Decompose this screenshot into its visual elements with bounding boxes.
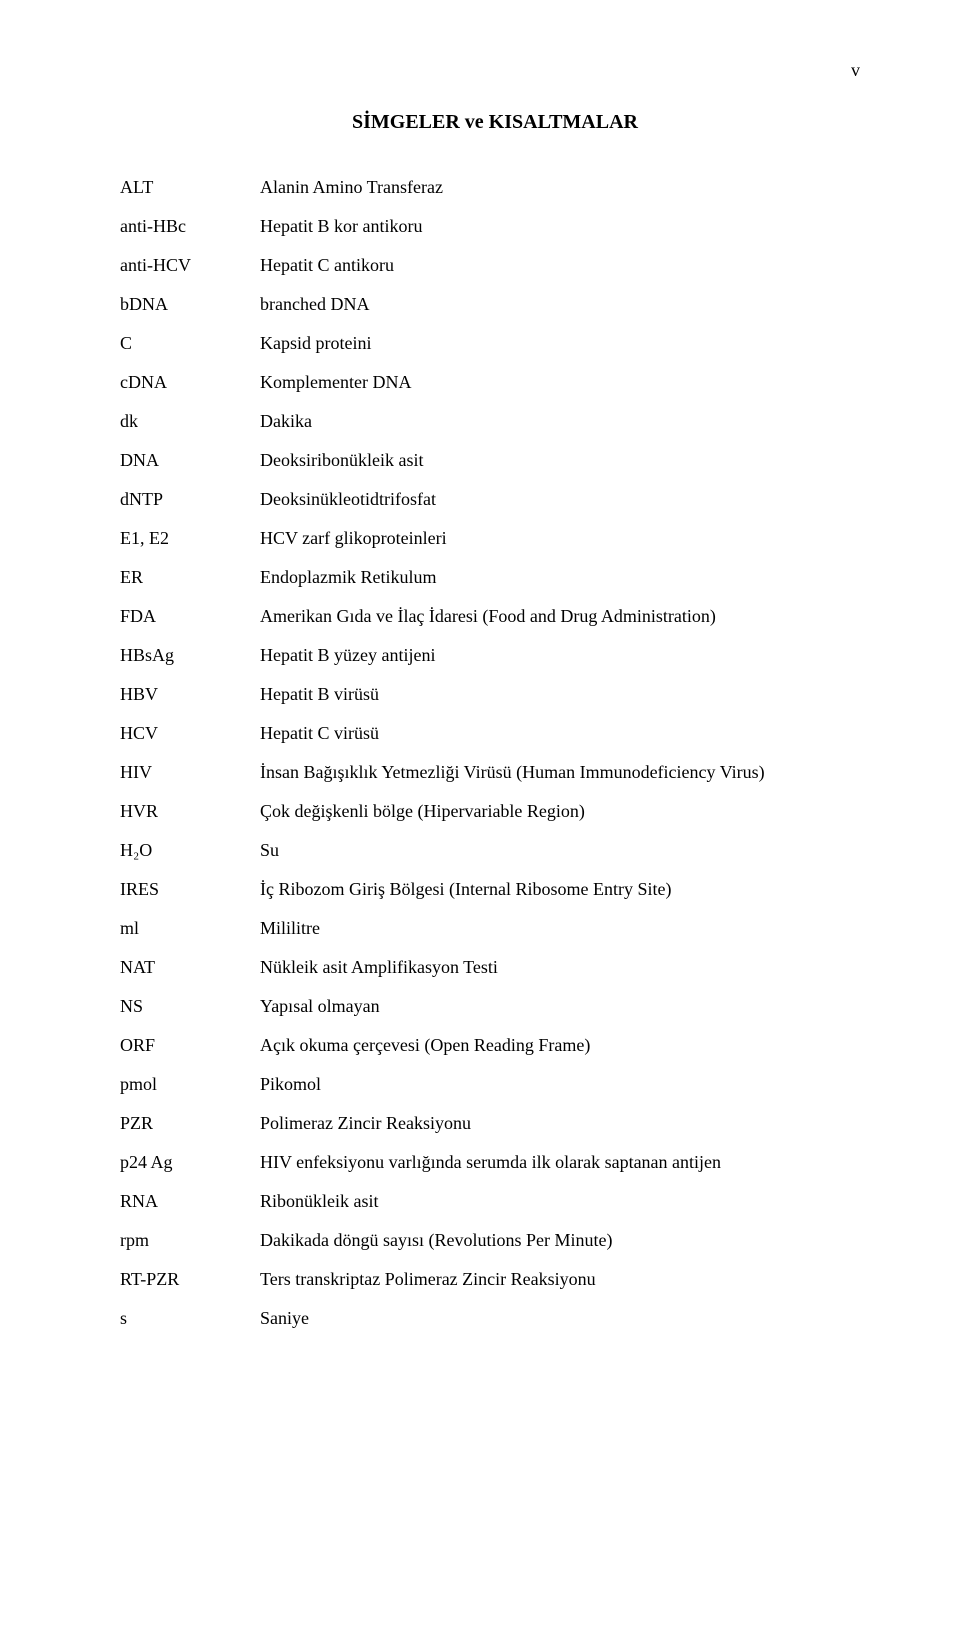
abbreviation-term: HCV — [120, 720, 260, 747]
abbreviation-term: bDNA — [120, 291, 260, 318]
abbreviation-term: HVR — [120, 798, 260, 825]
abbreviation-entry: anti-HBcHepatit B kor antikoru — [120, 213, 870, 240]
abbreviation-entry: DNADeoksiribonükleik asit — [120, 447, 870, 474]
abbreviation-entry: PZRPolimeraz Zincir Reaksiyonu — [120, 1110, 870, 1137]
abbreviation-description: Dakikada döngü sayısı (Revolutions Per M… — [260, 1227, 870, 1254]
abbreviation-description: Yapısal olmayan — [260, 993, 870, 1020]
abbreviation-description: Açık okuma çerçevesi (Open Reading Frame… — [260, 1032, 870, 1059]
abbreviation-description: Nükleik asit Amplifikasyon Testi — [260, 954, 870, 981]
abbreviation-entry: ORFAçık okuma çerçevesi (Open Reading Fr… — [120, 1032, 870, 1059]
abbreviation-entry: RT-PZRTers transkriptaz Polimeraz Zincir… — [120, 1266, 870, 1293]
abbreviation-description: Saniye — [260, 1305, 870, 1332]
abbreviation-term: anti-HCV — [120, 252, 260, 279]
abbreviation-description: Alanin Amino Transferaz — [260, 174, 870, 201]
page-title: SİMGELER ve KISALTMALAR — [120, 111, 870, 134]
abbreviation-term: anti-HBc — [120, 213, 260, 240]
abbreviation-entry: CKapsid proteini — [120, 330, 870, 357]
abbreviation-term: NAT — [120, 954, 260, 981]
abbreviation-list: ALTAlanin Amino Transferazanti-HBcHepati… — [120, 174, 870, 1332]
abbreviation-description: HIV enfeksiyonu varlığında serumda ilk o… — [260, 1149, 870, 1176]
abbreviation-entry: NSYapısal olmayan — [120, 993, 870, 1020]
abbreviation-description: Deoksinükleotidtrifosfat — [260, 486, 870, 513]
abbreviation-term: FDA — [120, 603, 260, 630]
abbreviation-entry: FDAAmerikan Gıda ve İlaç İdaresi (Food a… — [120, 603, 870, 630]
abbreviation-entry: mlMililitre — [120, 915, 870, 942]
abbreviation-term: RNA — [120, 1188, 260, 1215]
abbreviation-term: ml — [120, 915, 260, 942]
abbreviation-term: ER — [120, 564, 260, 591]
abbreviation-description: HCV zarf glikoproteinleri — [260, 525, 870, 552]
abbreviation-description: Hepatit B virüsü — [260, 681, 870, 708]
abbreviation-term: DNA — [120, 447, 260, 474]
abbreviation-term: C — [120, 330, 260, 357]
abbreviation-term: ORF — [120, 1032, 260, 1059]
abbreviation-description: Deoksiribonükleik asit — [260, 447, 870, 474]
abbreviation-term: pmol — [120, 1071, 260, 1098]
document-page: v SİMGELER ve KISALTMALAR ALTAlanin Amin… — [0, 0, 960, 1404]
abbreviation-entry: HIVİnsan Bağışıklık Yetmezliği Virüsü (H… — [120, 759, 870, 786]
abbreviation-description: Polimeraz Zincir Reaksiyonu — [260, 1110, 870, 1137]
abbreviation-term: E1, E2 — [120, 525, 260, 552]
abbreviation-description: Endoplazmik Retikulum — [260, 564, 870, 591]
abbreviation-entry: sSaniye — [120, 1305, 870, 1332]
abbreviation-entry: IRESİç Ribozom Giriş Bölgesi (Internal R… — [120, 876, 870, 903]
abbreviation-term: IRES — [120, 876, 260, 903]
abbreviation-entry: cDNAKomplementer DNA — [120, 369, 870, 396]
abbreviation-term: RT-PZR — [120, 1266, 260, 1293]
abbreviation-description: Hepatit C virüsü — [260, 720, 870, 747]
abbreviation-term: dk — [120, 408, 260, 435]
abbreviation-entry: HBVHepatit B virüsü — [120, 681, 870, 708]
abbreviation-description: İç Ribozom Giriş Bölgesi (Internal Ribos… — [260, 876, 870, 903]
page-number: v — [120, 60, 870, 81]
abbreviation-term: NS — [120, 993, 260, 1020]
abbreviation-description: Hepatit C antikoru — [260, 252, 870, 279]
abbreviation-entry: NATNükleik asit Amplifikasyon Testi — [120, 954, 870, 981]
abbreviation-description: İnsan Bağışıklık Yetmezliği Virüsü (Huma… — [260, 759, 870, 786]
abbreviation-term: HBsAg — [120, 642, 260, 669]
abbreviation-description: Dakika — [260, 408, 870, 435]
abbreviation-description: Hepatit B yüzey antijeni — [260, 642, 870, 669]
abbreviation-entry: dkDakika — [120, 408, 870, 435]
abbreviation-description: Su — [260, 837, 870, 864]
abbreviation-entry: HVRÇok değişkenli bölge (Hipervariable R… — [120, 798, 870, 825]
abbreviation-description: Pikomol — [260, 1071, 870, 1098]
abbreviation-term: cDNA — [120, 369, 260, 396]
abbreviation-description: branched DNA — [260, 291, 870, 318]
abbreviation-entry: anti-HCVHepatit C antikoru — [120, 252, 870, 279]
abbreviation-term: p24 Ag — [120, 1149, 260, 1176]
abbreviation-entry: HCVHepatit C virüsü — [120, 720, 870, 747]
abbreviation-description: Komplementer DNA — [260, 369, 870, 396]
abbreviation-term: HBV — [120, 681, 260, 708]
abbreviation-entry: ALTAlanin Amino Transferaz — [120, 174, 870, 201]
abbreviation-description: Mililitre — [260, 915, 870, 942]
abbreviation-entry: bDNAbranched DNA — [120, 291, 870, 318]
abbreviation-term: dNTP — [120, 486, 260, 513]
abbreviation-term: ALT — [120, 174, 260, 201]
abbreviation-entry: E1, E2HCV zarf glikoproteinleri — [120, 525, 870, 552]
abbreviation-term: H₂O — [120, 837, 260, 864]
abbreviation-term: PZR — [120, 1110, 260, 1137]
abbreviation-description: Ribonükleik asit — [260, 1188, 870, 1215]
abbreviation-description: Ters transkriptaz Polimeraz Zincir Reaks… — [260, 1266, 870, 1293]
abbreviation-entry: dNTPDeoksinükleotidtrifosfat — [120, 486, 870, 513]
abbreviation-term: s — [120, 1305, 260, 1332]
abbreviation-entry: H₂OSu — [120, 837, 870, 864]
abbreviation-entry: RNARibonükleik asit — [120, 1188, 870, 1215]
abbreviation-entry: HBsAgHepatit B yüzey antijeni — [120, 642, 870, 669]
abbreviation-description: Amerikan Gıda ve İlaç İdaresi (Food and … — [260, 603, 870, 630]
abbreviation-term: HIV — [120, 759, 260, 786]
abbreviation-description: Çok değişkenli bölge (Hipervariable Regi… — [260, 798, 870, 825]
abbreviation-entry: p24 AgHIV enfeksiyonu varlığında serumda… — [120, 1149, 870, 1176]
abbreviation-term: rpm — [120, 1227, 260, 1254]
abbreviation-description: Hepatit B kor antikoru — [260, 213, 870, 240]
abbreviation-entry: pmolPikomol — [120, 1071, 870, 1098]
abbreviation-entry: EREndoplazmik Retikulum — [120, 564, 870, 591]
abbreviation-description: Kapsid proteini — [260, 330, 870, 357]
abbreviation-entry: rpmDakikada döngü sayısı (Revolutions Pe… — [120, 1227, 870, 1254]
